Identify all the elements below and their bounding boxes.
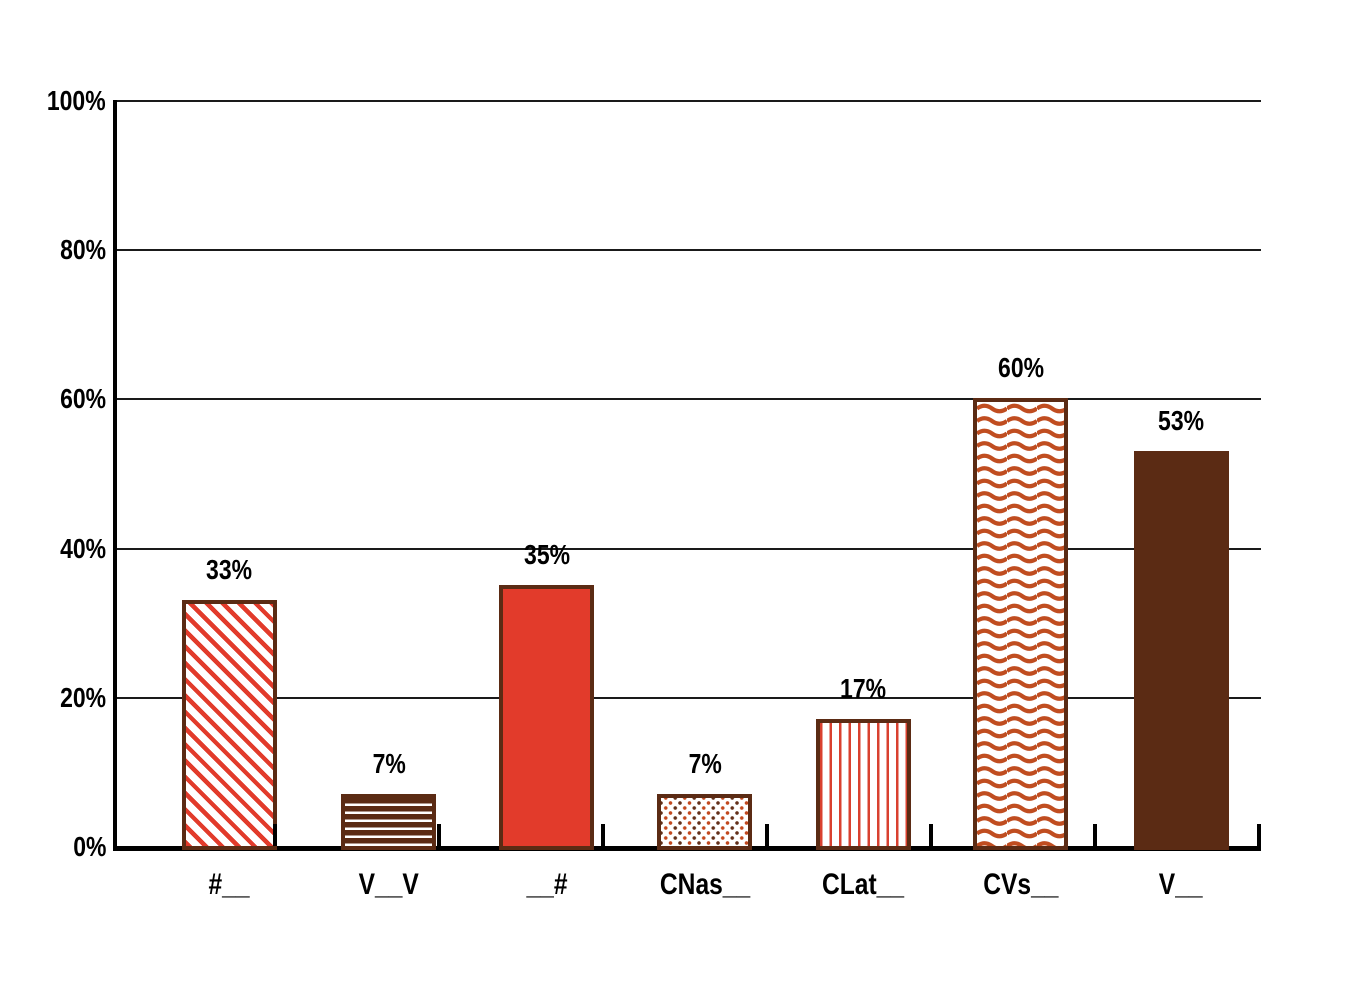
x-category-label: V__V [299, 868, 479, 902]
bar-value-text: 60% [998, 352, 1044, 383]
y-tick-label-text: 40% [60, 533, 106, 564]
x-category-text: CNas__ [659, 868, 751, 901]
bar-__# [499, 585, 594, 850]
y-tick-label: 0% [0, 831, 106, 863]
bar-CVs__ [973, 398, 1068, 850]
y-tick-label: 20% [0, 682, 106, 714]
x-category-text: __# [526, 868, 568, 901]
y-tick-label-text: 60% [60, 383, 106, 414]
y-tick-label-text: 100% [47, 85, 106, 116]
y-tick-label: 100% [0, 85, 106, 117]
x-category-label: CNas__ [615, 868, 795, 902]
bar-value-text: 17% [840, 673, 886, 704]
bar-value-text: 35% [524, 539, 570, 570]
bar-value-text: 33% [206, 554, 252, 585]
x-category-text: V__ [1159, 868, 1203, 901]
axis-tick [273, 824, 277, 846]
x-category-text: #__ [208, 868, 250, 901]
y-tick-label: 80% [0, 234, 106, 266]
y-tick-label-text: 80% [60, 234, 106, 265]
x-category-text: V__V [358, 868, 420, 901]
y-tick-label-text: 0% [72, 831, 106, 862]
gridline-60 [117, 398, 1261, 400]
bar-CNas__ [657, 794, 752, 850]
gridline-40 [117, 548, 1261, 550]
bar-CLat__ [816, 719, 911, 850]
y-tick-label: 60% [0, 383, 106, 415]
axis-tick [765, 824, 769, 846]
y-tick-label: 40% [0, 533, 106, 565]
bar-value-label: 35% [477, 539, 617, 571]
bar-value-label: 7% [319, 748, 459, 780]
x-category-text: CVs__ [983, 868, 1059, 901]
bar-value-label: 33% [159, 554, 299, 586]
x-category-text: CLat__ [821, 868, 905, 901]
axis-tick [437, 824, 441, 846]
x-category-label: __# [457, 868, 637, 902]
bar-V__ [1134, 451, 1229, 850]
bar-value-text: 7% [372, 748, 406, 779]
y-tick-label-text: 20% [60, 682, 106, 713]
gridline-20 [117, 697, 1261, 699]
x-category-label: V__ [1091, 868, 1271, 902]
gridline-80 [117, 249, 1261, 251]
wave-pattern-fill [977, 402, 1064, 846]
bar-V__V [341, 794, 436, 850]
gridline-100 [117, 100, 1261, 102]
x-category-label: CVs__ [931, 868, 1111, 902]
axis-tick [601, 824, 605, 846]
bar-value-label: 53% [1111, 405, 1251, 437]
x-category-label: CLat__ [773, 868, 953, 902]
bar-value-label: 7% [635, 748, 775, 780]
bar-value-text: 7% [688, 748, 722, 779]
axis-tick [929, 824, 933, 846]
bar-value-label: 60% [951, 352, 1091, 384]
x-category-label: #__ [139, 868, 319, 902]
axis-tick [1093, 824, 1097, 846]
axis-tick [1257, 824, 1261, 846]
y-axis-line [113, 100, 117, 851]
bar-value-label: 17% [793, 673, 933, 705]
bar-value-text: 53% [1158, 405, 1204, 436]
bar-#__ [182, 600, 277, 850]
